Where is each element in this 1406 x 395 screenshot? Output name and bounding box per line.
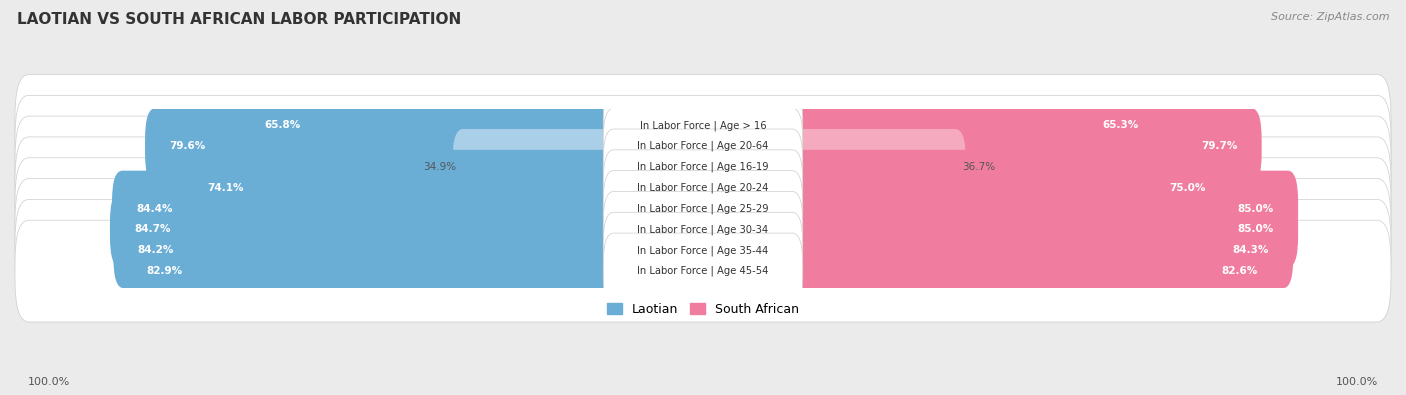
FancyBboxPatch shape [15, 116, 1391, 218]
Text: 84.2%: 84.2% [138, 245, 174, 255]
FancyBboxPatch shape [15, 95, 1391, 197]
Text: 34.9%: 34.9% [423, 162, 456, 172]
FancyBboxPatch shape [15, 199, 1391, 301]
FancyBboxPatch shape [15, 158, 1391, 260]
Text: 84.3%: 84.3% [1233, 245, 1270, 255]
FancyBboxPatch shape [145, 108, 624, 184]
Text: In Labor Force | Age 20-24: In Labor Force | Age 20-24 [637, 182, 769, 193]
FancyBboxPatch shape [15, 179, 1391, 280]
Text: 79.7%: 79.7% [1201, 141, 1237, 151]
Text: 85.0%: 85.0% [1237, 204, 1274, 214]
Text: 85.0%: 85.0% [1237, 224, 1274, 235]
Text: 100.0%: 100.0% [28, 377, 70, 387]
FancyBboxPatch shape [603, 87, 803, 164]
FancyBboxPatch shape [782, 150, 1229, 226]
Text: In Labor Force | Age 25-29: In Labor Force | Age 25-29 [637, 203, 769, 214]
Text: 75.0%: 75.0% [1168, 183, 1205, 193]
FancyBboxPatch shape [782, 87, 1163, 164]
FancyBboxPatch shape [782, 129, 966, 205]
FancyBboxPatch shape [15, 220, 1391, 322]
FancyBboxPatch shape [183, 150, 624, 226]
FancyBboxPatch shape [112, 171, 624, 246]
Text: 65.3%: 65.3% [1102, 120, 1139, 130]
Text: 84.7%: 84.7% [134, 224, 170, 235]
Text: 79.6%: 79.6% [169, 141, 205, 151]
Text: 84.4%: 84.4% [136, 204, 173, 214]
FancyBboxPatch shape [240, 87, 624, 164]
Text: 65.8%: 65.8% [264, 120, 301, 130]
Text: Source: ZipAtlas.com: Source: ZipAtlas.com [1271, 12, 1389, 22]
FancyBboxPatch shape [603, 192, 803, 267]
FancyBboxPatch shape [453, 129, 624, 205]
Text: 82.9%: 82.9% [146, 266, 183, 276]
Text: In Labor Force | Age 45-54: In Labor Force | Age 45-54 [637, 266, 769, 276]
FancyBboxPatch shape [603, 129, 803, 205]
Text: In Labor Force | Age 20-64: In Labor Force | Age 20-64 [637, 141, 769, 151]
FancyBboxPatch shape [782, 233, 1282, 309]
Text: 82.6%: 82.6% [1222, 266, 1257, 276]
FancyBboxPatch shape [782, 108, 1261, 184]
FancyBboxPatch shape [603, 233, 803, 309]
FancyBboxPatch shape [782, 212, 1294, 288]
FancyBboxPatch shape [782, 171, 1298, 246]
Text: In Labor Force | Age > 16: In Labor Force | Age > 16 [640, 120, 766, 131]
FancyBboxPatch shape [15, 75, 1391, 176]
Text: In Labor Force | Age 16-19: In Labor Force | Age 16-19 [637, 162, 769, 172]
FancyBboxPatch shape [603, 171, 803, 246]
Text: 36.7%: 36.7% [962, 162, 995, 172]
FancyBboxPatch shape [782, 192, 1298, 267]
FancyBboxPatch shape [603, 108, 803, 184]
FancyBboxPatch shape [603, 212, 803, 288]
Text: In Labor Force | Age 35-44: In Labor Force | Age 35-44 [637, 245, 769, 256]
FancyBboxPatch shape [603, 150, 803, 226]
Text: 74.1%: 74.1% [207, 183, 243, 193]
FancyBboxPatch shape [15, 137, 1391, 239]
Legend: Laotian, South African: Laotian, South African [602, 298, 804, 321]
FancyBboxPatch shape [122, 233, 624, 309]
Text: LAOTIAN VS SOUTH AFRICAN LABOR PARTICIPATION: LAOTIAN VS SOUTH AFRICAN LABOR PARTICIPA… [17, 12, 461, 27]
Text: In Labor Force | Age 30-34: In Labor Force | Age 30-34 [637, 224, 769, 235]
FancyBboxPatch shape [114, 212, 624, 288]
FancyBboxPatch shape [110, 192, 624, 267]
Text: 100.0%: 100.0% [1336, 377, 1378, 387]
